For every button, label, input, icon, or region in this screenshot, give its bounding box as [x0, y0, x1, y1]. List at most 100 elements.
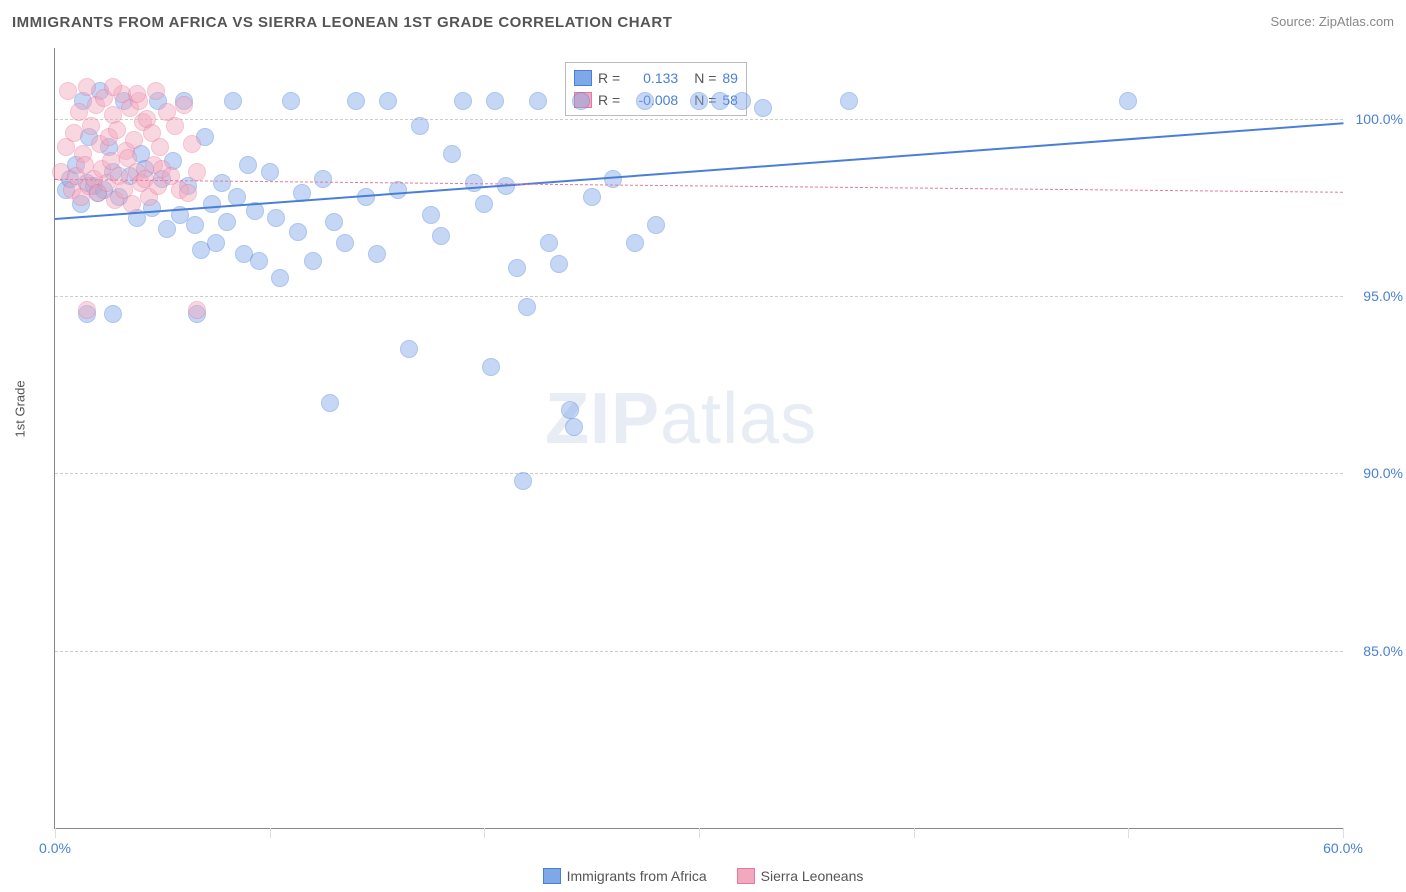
- chart-title: IMMIGRANTS FROM AFRICA VS SIERRA LEONEAN…: [12, 14, 672, 31]
- data-point: [314, 170, 332, 188]
- watermark-atlas: atlas: [660, 379, 817, 459]
- data-point: [514, 472, 532, 490]
- data-point: [250, 252, 268, 270]
- data-point: [482, 358, 500, 376]
- data-point: [561, 401, 579, 419]
- legend-stats-row: R =0.133N =89: [574, 67, 738, 89]
- data-point: [347, 92, 365, 110]
- data-point: [411, 117, 429, 135]
- data-point: [128, 85, 146, 103]
- x-tick: [914, 828, 915, 838]
- legend-n-label: N =: [694, 70, 716, 86]
- legend-label: Sierra Leoneans: [761, 868, 864, 884]
- data-point: [486, 92, 504, 110]
- legend-swatch: [574, 70, 592, 86]
- gridline-horizontal: [55, 651, 1343, 652]
- data-point: [267, 209, 285, 227]
- data-point: [454, 92, 472, 110]
- gridline-horizontal: [55, 119, 1343, 120]
- data-point: [147, 82, 165, 100]
- data-point: [239, 156, 257, 174]
- data-point: [125, 131, 143, 149]
- data-point: [336, 234, 354, 252]
- watermark: ZIPatlas: [545, 378, 817, 460]
- data-point: [151, 138, 169, 156]
- data-point: [158, 220, 176, 238]
- chart-container: IMMIGRANTS FROM AFRICA VS SIERRA LEONEAN…: [0, 0, 1406, 892]
- data-point: [65, 124, 83, 142]
- data-point: [368, 245, 386, 263]
- gridline-horizontal: [55, 473, 1343, 474]
- data-point: [432, 227, 450, 245]
- data-point: [690, 92, 708, 110]
- data-point: [1119, 92, 1137, 110]
- data-point: [475, 195, 493, 213]
- legend-r-label: R =: [598, 70, 620, 86]
- data-point: [379, 92, 397, 110]
- y-tick-label: 90.0%: [1348, 465, 1403, 481]
- data-point: [508, 259, 526, 277]
- data-point: [213, 174, 231, 192]
- data-point: [224, 92, 242, 110]
- legend-label: Immigrants from Africa: [567, 868, 707, 884]
- legend-n-value: 89: [722, 70, 738, 86]
- data-point: [422, 206, 440, 224]
- x-tick: [484, 828, 485, 838]
- data-point: [733, 92, 751, 110]
- data-point: [540, 234, 558, 252]
- data-point: [626, 234, 644, 252]
- data-point: [123, 195, 141, 213]
- data-point: [108, 121, 126, 139]
- data-point: [321, 394, 339, 412]
- data-point: [188, 163, 206, 181]
- data-point: [636, 92, 654, 110]
- y-tick-label: 85.0%: [1348, 643, 1403, 659]
- data-point: [104, 78, 122, 96]
- data-point: [443, 145, 461, 163]
- trend-line: [55, 179, 1343, 193]
- data-point: [565, 418, 583, 436]
- series-legend: Immigrants from Africa Sierra Leoneans: [0, 868, 1406, 884]
- y-tick-label: 95.0%: [1348, 288, 1403, 304]
- data-point: [325, 213, 343, 231]
- data-point: [389, 181, 407, 199]
- data-point: [840, 92, 858, 110]
- x-tick: [270, 828, 271, 838]
- legend-r-label: R =: [598, 92, 620, 108]
- data-point: [82, 117, 100, 135]
- legend-item: Sierra Leoneans: [737, 868, 864, 884]
- title-bar: IMMIGRANTS FROM AFRICA VS SIERRA LEONEAN…: [12, 14, 1394, 42]
- y-tick-label: 100.0%: [1348, 111, 1403, 127]
- data-point: [289, 223, 307, 241]
- data-point: [647, 216, 665, 234]
- data-point: [304, 252, 322, 270]
- y-axis-label: 1st Grade: [13, 380, 28, 437]
- data-point: [550, 255, 568, 273]
- data-point: [711, 92, 729, 110]
- data-point: [518, 298, 536, 316]
- data-point: [104, 305, 122, 323]
- gridline-horizontal: [55, 296, 1343, 297]
- data-point: [59, 82, 77, 100]
- data-point: [186, 216, 204, 234]
- data-point: [754, 99, 772, 117]
- source-attribution: Source: ZipAtlas.com: [1270, 14, 1394, 29]
- data-point: [572, 92, 590, 110]
- data-point: [400, 340, 418, 358]
- data-point: [203, 195, 221, 213]
- data-point: [529, 92, 547, 110]
- legend-swatch: [543, 868, 561, 884]
- x-tick: [699, 828, 700, 838]
- data-point: [207, 234, 225, 252]
- x-tick-label: 60.0%: [1323, 840, 1363, 856]
- data-point: [188, 301, 206, 319]
- data-point: [271, 269, 289, 287]
- legend-item: Immigrants from Africa: [543, 868, 707, 884]
- watermark-zip: ZIP: [545, 379, 660, 459]
- x-tick: [55, 828, 56, 838]
- data-point: [175, 96, 193, 114]
- data-point: [261, 163, 279, 181]
- data-point: [583, 188, 601, 206]
- x-tick-label: 0.0%: [39, 840, 71, 856]
- scatter-plot-area: ZIPatlas R =0.133N =89R =-0.008N =58 85.…: [54, 48, 1343, 829]
